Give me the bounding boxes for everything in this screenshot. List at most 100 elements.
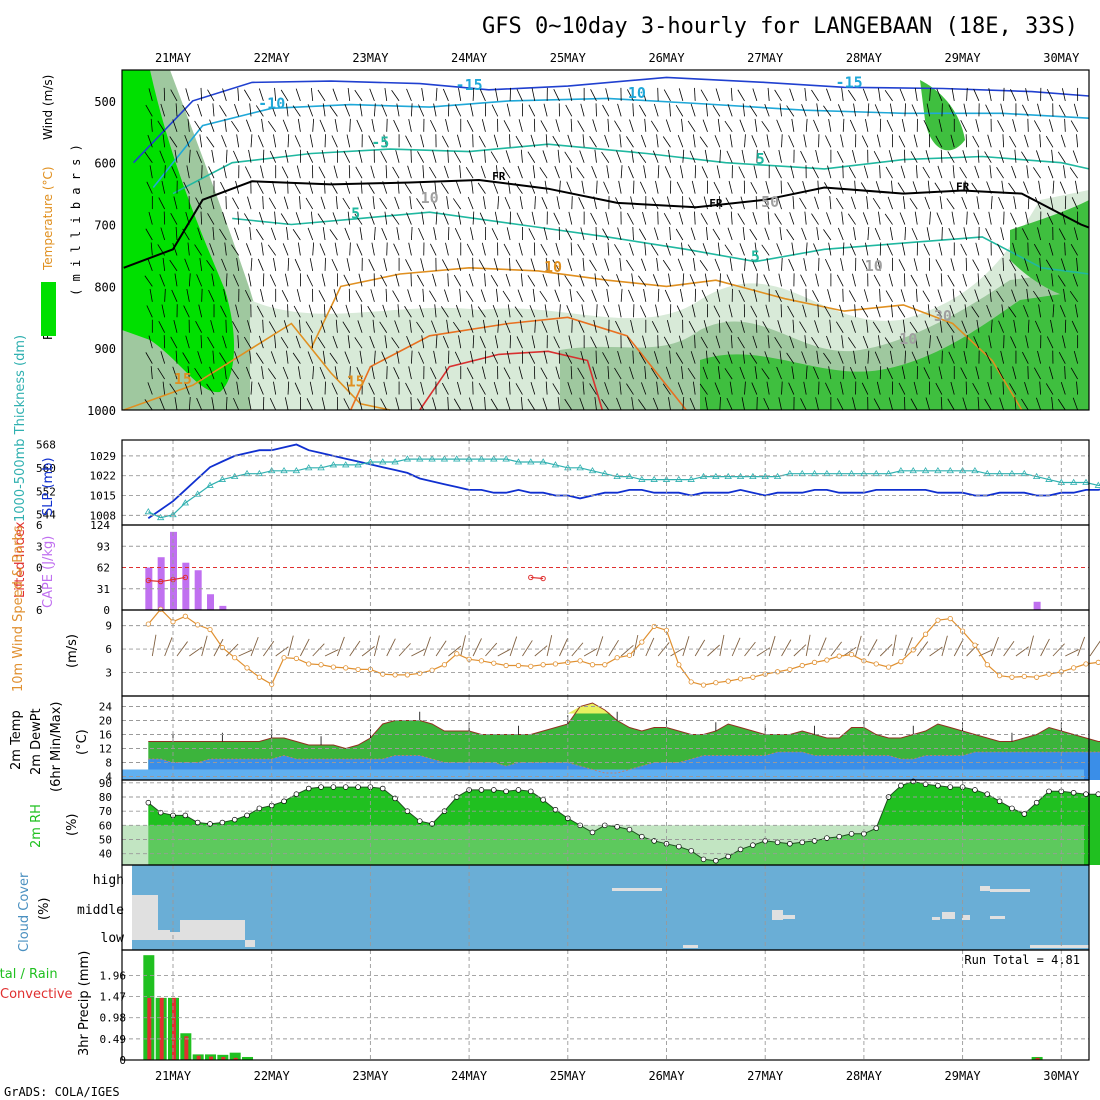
wind-barb [553,336,560,349]
rh-point [589,829,596,836]
wind-barb [543,350,548,364]
wind-barb [761,244,770,256]
wind-barb [1046,336,1054,349]
wind-barb [472,87,475,101]
rh-point [318,784,324,790]
wind-barb [222,211,227,225]
wind-barb [615,197,622,210]
wind-barb [999,273,1004,287]
wind-barb [1034,197,1041,210]
wind-barb [158,320,166,333]
wind-barb [644,366,647,380]
wind-barb [629,366,634,380]
date-tick-label-bottom: 25MAY [550,1069,587,1083]
wind-barb [478,382,486,395]
wind-barb [799,197,807,210]
wind-barb [249,227,252,241]
surface-wind-barb [164,637,173,657]
wind-barb [726,397,733,411]
thickness-point [551,461,560,468]
wind-barb [447,273,449,287]
wind-barb [884,213,893,225]
wind-barb [509,257,511,271]
slp-tick-label: 1029 [90,450,117,463]
wind-barb [934,182,943,194]
wind-barb [791,242,795,256]
wind-speed-point [898,658,904,665]
wind-barb [751,382,758,395]
wind-barb [255,228,264,241]
wind-barb [875,304,881,318]
thickness-point [1020,469,1028,477]
wind-barb [1001,304,1005,318]
wind-barb [998,196,1004,210]
wind-barb [614,367,622,380]
wind-barb [319,366,326,380]
wind-barb [206,383,215,395]
wind-barb [951,211,955,225]
cloud-level-label: middle [77,903,124,918]
wind-barb [477,182,486,194]
wind-barb [730,335,733,349]
wind-barb [620,288,623,302]
wind-barb [910,151,918,163]
wind-barb [703,196,708,210]
wind-barb [861,135,869,148]
precip-convective-bar [221,1056,226,1060]
wind-barb [934,306,943,318]
wind-barb [676,181,684,194]
wind-barb [691,180,696,194]
cloud-axis-label: Cloud Cover [17,872,32,952]
wind-barb [1047,289,1054,302]
wind-speed-point [700,682,707,688]
contour-label: 10 [899,330,917,348]
wind-barb [815,149,819,163]
wind-barb [788,258,795,272]
wind-barb [642,211,647,225]
rh-point [972,787,978,793]
wind-barb [274,335,277,349]
wind-barb [430,367,437,380]
wind-barb [435,87,438,101]
wind-speed-point [491,660,497,666]
wind-barb [1009,135,1017,148]
wind-barb [306,398,314,411]
wind-barb [360,304,363,318]
wind-barb [344,351,351,364]
wind-barb [235,304,240,318]
wind-barb [767,87,770,101]
rh-point [1046,788,1052,795]
wind-barb [175,227,178,241]
precip-total-bar [242,1056,254,1060]
wind-barb [528,351,536,364]
wind-barb [799,321,807,333]
wind-barb [481,119,486,132]
wind-barb [173,320,178,333]
date-tick-label: 30MAY [1043,51,1080,65]
cape-bar [207,594,215,610]
wind-barb [638,275,647,287]
wind-barb [286,350,289,364]
thickness-point [638,475,646,482]
wind-barb [682,397,685,411]
wind-barb [847,89,856,102]
wind-barb [602,104,610,117]
rh-point [947,784,954,790]
contour-label: 5 [351,204,360,222]
temperature-contour [349,316,687,411]
wind-barb [691,304,696,318]
wind-speed-point [922,631,929,637]
wind-barb [1033,167,1041,179]
wind-barb [480,289,486,302]
wind-barb [391,337,400,349]
wind-barb [835,197,844,210]
wind-barb [161,304,166,318]
wind-barb [244,289,252,302]
wind-barb [960,367,967,380]
wind-barb [841,335,844,349]
wind-barb [778,273,782,287]
surface-wind-barb [1027,635,1034,657]
wind-barb [1070,243,1078,256]
wind-barb [454,228,462,241]
wind-barb [939,319,943,333]
